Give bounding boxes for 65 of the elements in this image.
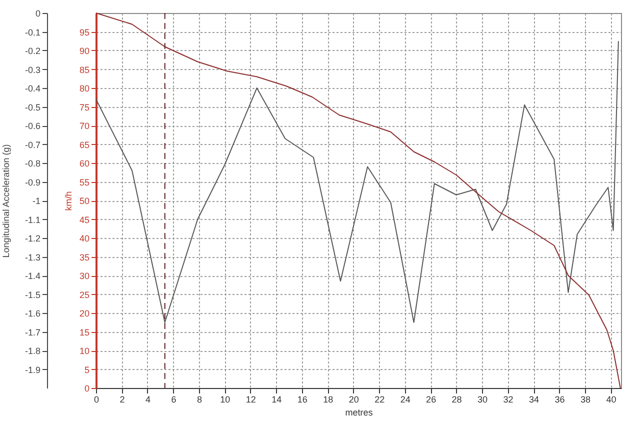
y2-tick-label: 80 xyxy=(79,84,90,94)
x-tick-label: 20 xyxy=(348,394,359,404)
x-tick-label: 10 xyxy=(220,394,230,404)
y2-tick-label: 50 xyxy=(79,196,90,206)
y-tick-label: -0.9 xyxy=(24,177,40,188)
y-tick-label: -1.7 xyxy=(24,327,40,338)
x-tick-label: 16 xyxy=(297,394,308,404)
x-tick-label: 0 xyxy=(94,394,100,404)
line-series xyxy=(96,40,619,323)
x-tick-label: 36 xyxy=(554,394,565,404)
y2-tick-label: 45 xyxy=(79,214,90,225)
x-tick-label: 28 xyxy=(452,394,462,404)
y2-axis-title: km/h xyxy=(63,191,74,211)
y-tick-label: -0.2 xyxy=(24,46,40,56)
y-tick-label: -1.5 xyxy=(24,290,40,300)
y-tick-label: -0.4 xyxy=(24,84,40,94)
y-tick-label: -0.1 xyxy=(24,27,40,38)
y-tick-label: -1.9 xyxy=(24,364,40,375)
x-tick-label: 6 xyxy=(171,394,176,404)
x-tick-label: 34 xyxy=(528,394,540,404)
y-axis-title: Longitudinal Acceleration (g) xyxy=(0,144,11,258)
y-tick-label: -0.6 xyxy=(24,121,40,131)
y-tick-label: -0.5 xyxy=(24,102,40,112)
x-tick-label: 32 xyxy=(503,394,514,404)
y-tick-label: -1.2 xyxy=(24,234,40,244)
y2-tick-label: 65 xyxy=(79,140,90,150)
x-tick-label: 26 xyxy=(426,394,436,404)
y2-tick-label: 35 xyxy=(79,252,90,262)
y2-tick-label: 5 xyxy=(84,364,90,375)
y-tick-label: -1.8 xyxy=(24,346,40,356)
y2-tick-label: 70 xyxy=(79,121,90,131)
x-tick-label: 12 xyxy=(246,394,256,404)
y-tick-label: -1.4 xyxy=(24,271,40,281)
y2-tick-label: 25 xyxy=(79,290,90,300)
y2-tick-label: 0 xyxy=(84,384,90,394)
x-axis-title: metres xyxy=(345,408,374,418)
y-tick-label: -1.3 xyxy=(24,252,40,262)
y-tick-label: -1.1 xyxy=(24,214,40,225)
y2-tick-label: 30 xyxy=(79,271,90,281)
y-tick-label: 0 xyxy=(35,8,40,18)
y-tick-label: -0.3 xyxy=(24,64,40,75)
x-tick-label: 40 xyxy=(606,394,616,404)
y2-tick-label: 75 xyxy=(79,102,90,112)
x-tick-label: 8 xyxy=(196,394,202,404)
y2-tick-label: 85 xyxy=(79,64,90,75)
x-tick-label: 18 xyxy=(323,394,334,404)
y-tick-label: -0.8 xyxy=(24,158,40,168)
y-tick-label: -1.6 xyxy=(24,308,40,318)
x-tick-label: 38 xyxy=(580,394,590,404)
x-tick-label: 24 xyxy=(400,394,410,404)
y2-tick-label: 10 xyxy=(79,346,90,356)
x-tick-label: 2 xyxy=(120,394,125,404)
y-tick-label: -1 xyxy=(32,196,40,206)
x-tick-label: 30 xyxy=(478,394,488,404)
y-tick-label: -0.7 xyxy=(24,140,40,150)
y2-tick-label: 95 xyxy=(79,27,90,38)
y2-tick-label: 15 xyxy=(79,327,90,338)
y2-tick-label: 40 xyxy=(79,234,90,244)
y2-tick-label: 60 xyxy=(79,158,90,168)
y2-tick-label: 55 xyxy=(79,177,90,188)
y2-tick-label: 90 xyxy=(79,46,90,56)
x-tick-label: 14 xyxy=(272,394,282,404)
x-tick-label: 22 xyxy=(374,394,385,404)
y2-tick-label: 20 xyxy=(79,308,90,318)
x-tick-label: 4 xyxy=(145,394,150,404)
